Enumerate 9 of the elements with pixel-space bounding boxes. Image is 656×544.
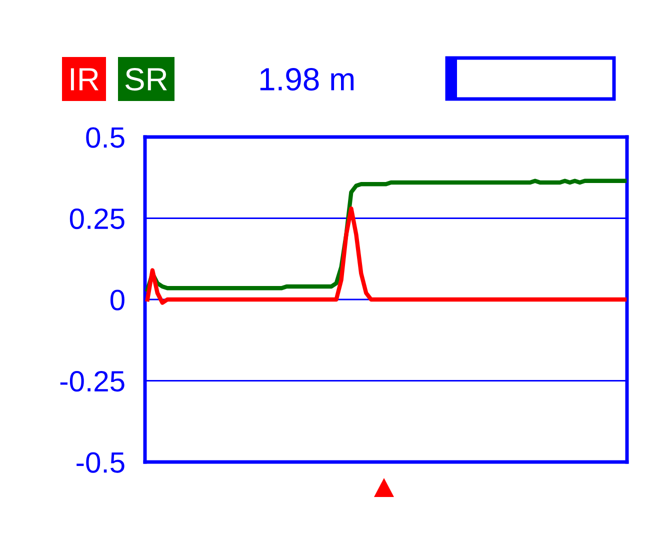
legend-label: IR (70, 68, 98, 90)
text: 1.98 m (260, 68, 354, 91)
legend-label: SR (125, 68, 167, 91)
y-tick-label: 0 (110, 290, 124, 310)
y-tick-label: 0.25 (70, 208, 124, 230)
line-series (145, 206, 627, 305)
y-tick-label: -0.25 (60, 370, 124, 392)
y-tick-label: 0.5 (86, 127, 124, 148)
y-tick-label: -0.5 (76, 452, 124, 473)
